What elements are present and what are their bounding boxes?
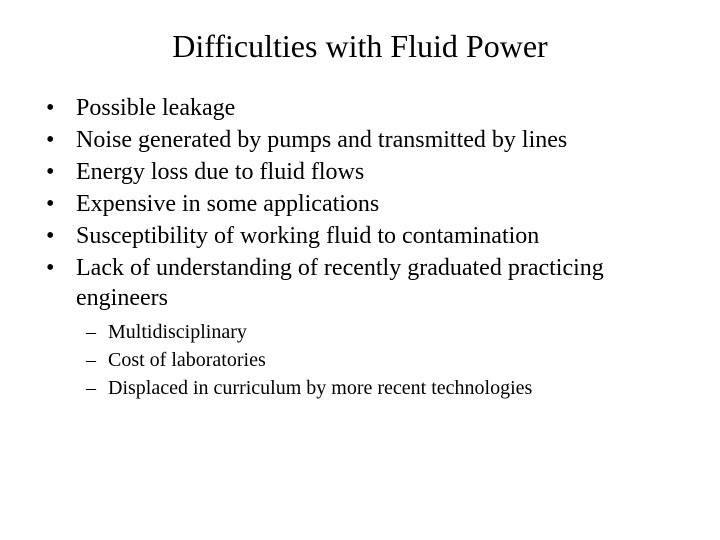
list-item: • Expensive in some applications (46, 189, 680, 219)
dash-icon: – (86, 319, 108, 345)
bullet-icon: • (46, 125, 76, 155)
bullet-list: • Possible leakage • Noise generated by … (40, 93, 680, 313)
list-item: – Displaced in curriculum by more recent… (86, 375, 680, 401)
sub-bullet-list: – Multidisciplinary – Cost of laboratori… (40, 319, 680, 401)
list-item: • Possible leakage (46, 93, 680, 123)
list-item-text: Noise generated by pumps and transmitted… (76, 125, 680, 155)
bullet-icon: • (46, 221, 76, 251)
list-item-text: Cost of laboratories (108, 347, 680, 373)
list-item-text: Multidisciplinary (108, 319, 680, 345)
dash-icon: – (86, 375, 108, 401)
bullet-icon: • (46, 253, 76, 313)
list-item-text: Energy loss due to fluid flows (76, 157, 680, 187)
slide-title: Difficulties with Fluid Power (40, 28, 680, 65)
list-item: • Noise generated by pumps and transmitt… (46, 125, 680, 155)
list-item: • Susceptibility of working fluid to con… (46, 221, 680, 251)
bullet-icon: • (46, 157, 76, 187)
list-item: – Cost of laboratories (86, 347, 680, 373)
list-item: – Multidisciplinary (86, 319, 680, 345)
slide: Difficulties with Fluid Power • Possible… (0, 0, 720, 540)
list-item-text: Possible leakage (76, 93, 680, 123)
dash-icon: – (86, 347, 108, 373)
list-item-text: Lack of understanding of recently gradua… (76, 253, 680, 313)
bullet-icon: • (46, 189, 76, 219)
list-item-text: Expensive in some applications (76, 189, 680, 219)
list-item-text: Susceptibility of working fluid to conta… (76, 221, 680, 251)
list-item: • Lack of understanding of recently grad… (46, 253, 680, 313)
list-item: • Energy loss due to fluid flows (46, 157, 680, 187)
list-item-text: Displaced in curriculum by more recent t… (108, 375, 680, 401)
bullet-icon: • (46, 93, 76, 123)
